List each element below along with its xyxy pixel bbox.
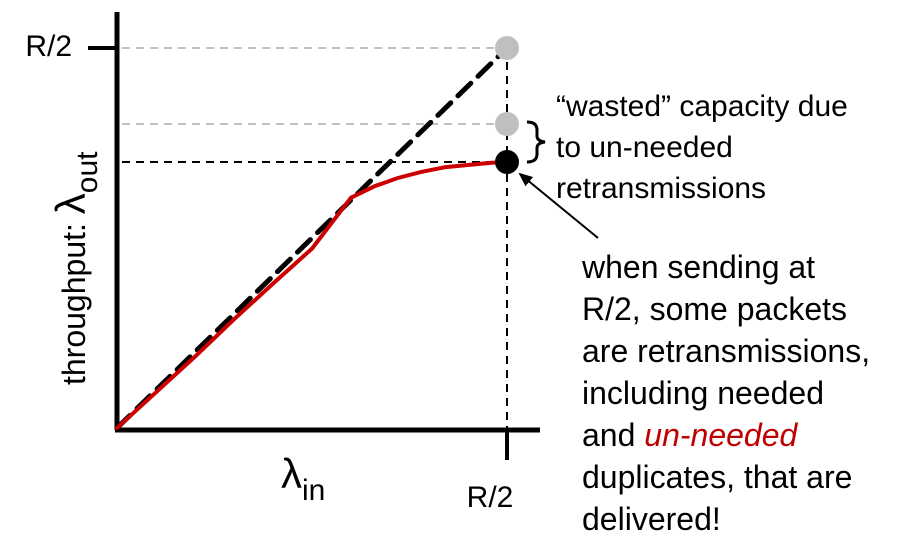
reference-lines xyxy=(122,47,508,430)
x-axis-symbol: λ xyxy=(281,450,302,497)
wasted-capacity-brace xyxy=(526,120,546,164)
x-axis-subscript: in xyxy=(302,474,325,507)
sending-note: when sending at R/2, some packets are re… xyxy=(582,246,870,540)
axis-labels: R/2 R/2 λin throughput: λout xyxy=(25,30,513,514)
y-axis-prefix: throughput: xyxy=(56,214,92,385)
y-axis-subscript: out xyxy=(71,151,104,193)
operating-point xyxy=(495,150,519,174)
wasted-note-line: retransmissions xyxy=(556,172,767,205)
y-tick-label: R/2 xyxy=(25,30,72,63)
ticks xyxy=(88,46,509,460)
sending-note-line: when sending at xyxy=(582,249,816,285)
ideal-throughput-line xyxy=(114,45,510,431)
capacity-point xyxy=(495,112,519,136)
sending-note-and: and xyxy=(582,417,645,453)
series-group xyxy=(114,45,510,431)
sending-note-line: duplicates, that are xyxy=(582,459,853,495)
un-needed-emphasis: un-needed xyxy=(644,417,798,453)
capacity-point xyxy=(495,36,519,60)
axes xyxy=(114,12,540,433)
sending-note-line: R/2, some packets xyxy=(582,291,847,327)
wasted-note-line: “wasted” capacity due xyxy=(556,90,848,123)
sending-note-line: are retransmissions, xyxy=(582,333,871,369)
sending-note-line: and un-needed xyxy=(582,414,870,456)
y-axis-symbol: λ xyxy=(47,193,94,214)
y-axis-label: throughput: λout xyxy=(47,151,104,385)
wasted-note-line: to un-needed xyxy=(556,131,733,164)
actual-throughput-curve xyxy=(115,160,509,430)
wasted-capacity-note: “wasted” capacity due to un-needed retra… xyxy=(556,86,848,209)
points-group xyxy=(495,36,519,174)
callout-arrow xyxy=(518,172,599,239)
x-tick-label: R/2 xyxy=(467,481,514,514)
sending-note-line: delivered! xyxy=(582,501,721,537)
x-axis-label: λin xyxy=(281,450,325,507)
sending-note-line: including needed xyxy=(582,375,824,411)
